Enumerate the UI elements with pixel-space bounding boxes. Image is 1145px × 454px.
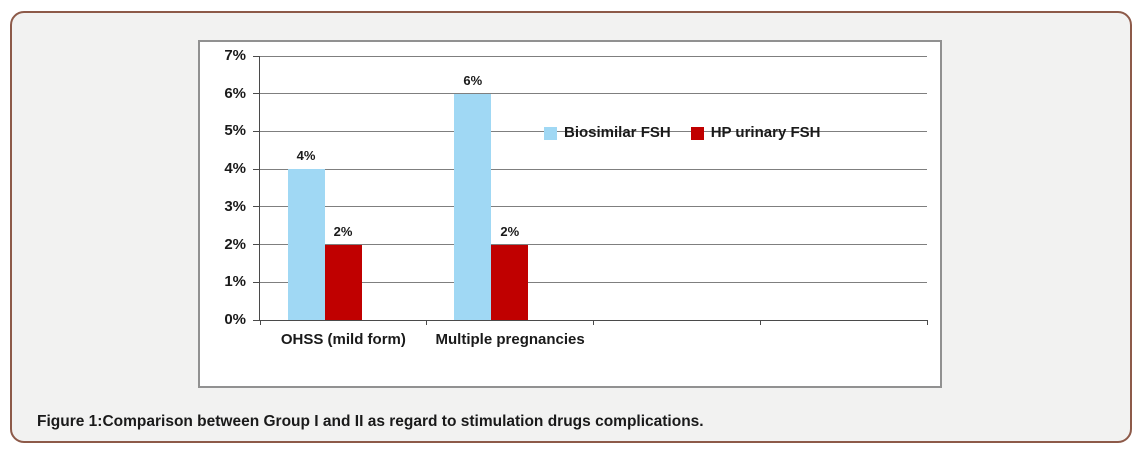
gridline <box>260 281 927 283</box>
bar-hp-urinary-fsh <box>491 244 529 320</box>
legend-label: Biosimilar FSH <box>564 124 671 141</box>
y-axis-tick <box>253 93 260 95</box>
chart-panel: 0% 1% 2% 3% 4% 5% 6% 7% 4% 2% OHSS (mild form) 6% 2%… <box>198 40 942 388</box>
y-axis-tick-label: 7% <box>224 47 246 64</box>
bar-data-label: 2% <box>333 223 353 239</box>
y-axis-tick-label: 3% <box>224 197 246 215</box>
gridline <box>260 244 927 246</box>
gridline <box>260 168 927 170</box>
x-axis-category-label: OHSS (mild form) <box>280 331 406 348</box>
x-axis-tick <box>593 320 594 325</box>
y-axis-tick <box>253 244 260 246</box>
y-axis-tick <box>253 168 260 170</box>
gridline <box>260 55 927 57</box>
y-axis-line <box>259 56 260 321</box>
y-axis-tick <box>253 281 260 283</box>
gridline <box>260 93 927 95</box>
legend-swatch-icon <box>544 126 557 140</box>
y-axis-tick <box>253 206 260 208</box>
x-axis-category-label: Multiple pregnancies <box>435 331 585 348</box>
y-axis-tick-label: 4% <box>224 160 246 178</box>
bar-data-label: 2% <box>500 223 520 239</box>
y-axis-tick-label: 0% <box>224 311 246 328</box>
bar-hp-urinary-fsh <box>324 244 362 320</box>
legend-item: Biosimilar FSH <box>544 125 671 141</box>
y-axis-tick <box>253 319 260 321</box>
bar-biosimilar-fsh <box>287 169 325 320</box>
legend-label: HP urinary FSH <box>710 124 821 141</box>
y-axis-tick-label: 2% <box>224 235 246 253</box>
chart-legend: Biosimilar FSH HP urinary FSH <box>544 125 840 141</box>
plot-area: 0% 1% 2% 3% 4% 5% 6% 7% 4% 2% OHSS (mild form) 6% 2%… <box>224 47 928 348</box>
bar-data-label: 4% <box>296 148 316 164</box>
y-axis-tick-label: 1% <box>224 273 246 291</box>
legend-swatch-icon <box>690 126 704 140</box>
y-axis-tick <box>253 55 260 57</box>
figure-caption: Figure 1:Comparison between Group I and … <box>37 413 704 430</box>
x-axis-tick <box>426 320 428 325</box>
y-axis-tick-label: 5% <box>224 122 246 140</box>
x-axis-tick <box>259 320 261 325</box>
bar-data-label: 6% <box>463 72 483 88</box>
x-axis-tick <box>926 320 928 325</box>
x-axis-tick <box>759 320 761 325</box>
gridline <box>260 130 927 132</box>
gridline <box>260 206 927 208</box>
bar-biosimilar-fsh <box>454 93 492 320</box>
figure-card: 0% 1% 2% 3% 4% 5% 6% 7% 4% 2% OHSS (mild form) 6% 2%… <box>10 11 1132 443</box>
y-axis-tick-label: 6% <box>224 84 246 102</box>
legend-item: HP urinary FSH <box>690 124 821 141</box>
y-axis-tick <box>253 130 260 132</box>
